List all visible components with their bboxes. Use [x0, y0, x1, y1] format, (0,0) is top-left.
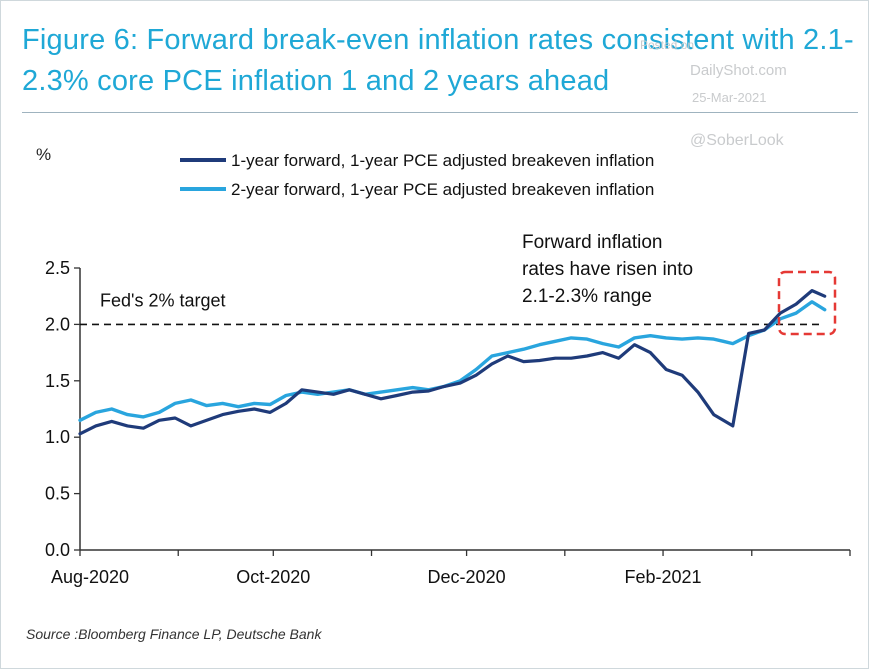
reference-line-group: Fed's 2% target — [80, 290, 820, 326]
x-tick-label: Feb-2021 — [625, 567, 702, 587]
x-tick-label: Dec-2020 — [428, 567, 506, 587]
figure-title: Figure 6: Forward break-even inflation r… — [22, 24, 854, 97]
x-tick-label: Oct-2020 — [236, 567, 310, 587]
watermark-handle: @SoberLook — [690, 132, 784, 149]
series-line-2y-forward — [78, 300, 827, 422]
fed-target-label: Fed's 2% target — [100, 290, 226, 310]
watermark-site: DailyShot.com — [690, 62, 787, 79]
annotation: Forward inflation rates have risen into 2.… — [522, 232, 837, 336]
y-tick-label: 2.5 — [45, 258, 70, 278]
y-axis-unit-label: % — [36, 145, 51, 164]
legend-entry-label: 1-year forward, 1-year PCE adjusted brea… — [231, 151, 654, 170]
y-tick-label: 1.5 — [45, 371, 70, 391]
series-group — [78, 289, 827, 436]
annotation-line: Forward inflation — [522, 232, 662, 253]
y-tick-label: 1.0 — [45, 427, 70, 447]
annotation-text: Forward inflation rates have risen into 2.… — [522, 232, 693, 307]
highlight-box — [777, 270, 837, 336]
y-tick-label: 0.0 — [45, 540, 70, 560]
annotation-line: 2.1-2.3% range — [522, 286, 652, 307]
title-divider — [22, 112, 858, 113]
axes: 0.0 0.5 1.0 1.5 2.0 2.5 Aug-2020 Oct-2020 Dec-20… — [45, 258, 851, 587]
series-line-1y-forward — [78, 289, 827, 436]
y-tick-label: 0.5 — [45, 484, 70, 504]
watermark-posted-on: Posted on — [640, 38, 695, 52]
legend-entry-label: 2-year forward, 1-year PCE adjusted brea… — [231, 180, 654, 199]
y-tick-label: 2.0 — [45, 314, 70, 334]
legend: 1-year forward, 1-year PCE adjusted brea… — [180, 151, 654, 199]
source-note: Source :Bloomberg Finance LP, Deutsche B… — [26, 626, 322, 642]
watermark-date: 25-Mar-2021 — [692, 90, 767, 105]
annotation-line: rates have risen into — [522, 259, 693, 280]
x-tick-label: Aug-2020 — [51, 567, 129, 587]
